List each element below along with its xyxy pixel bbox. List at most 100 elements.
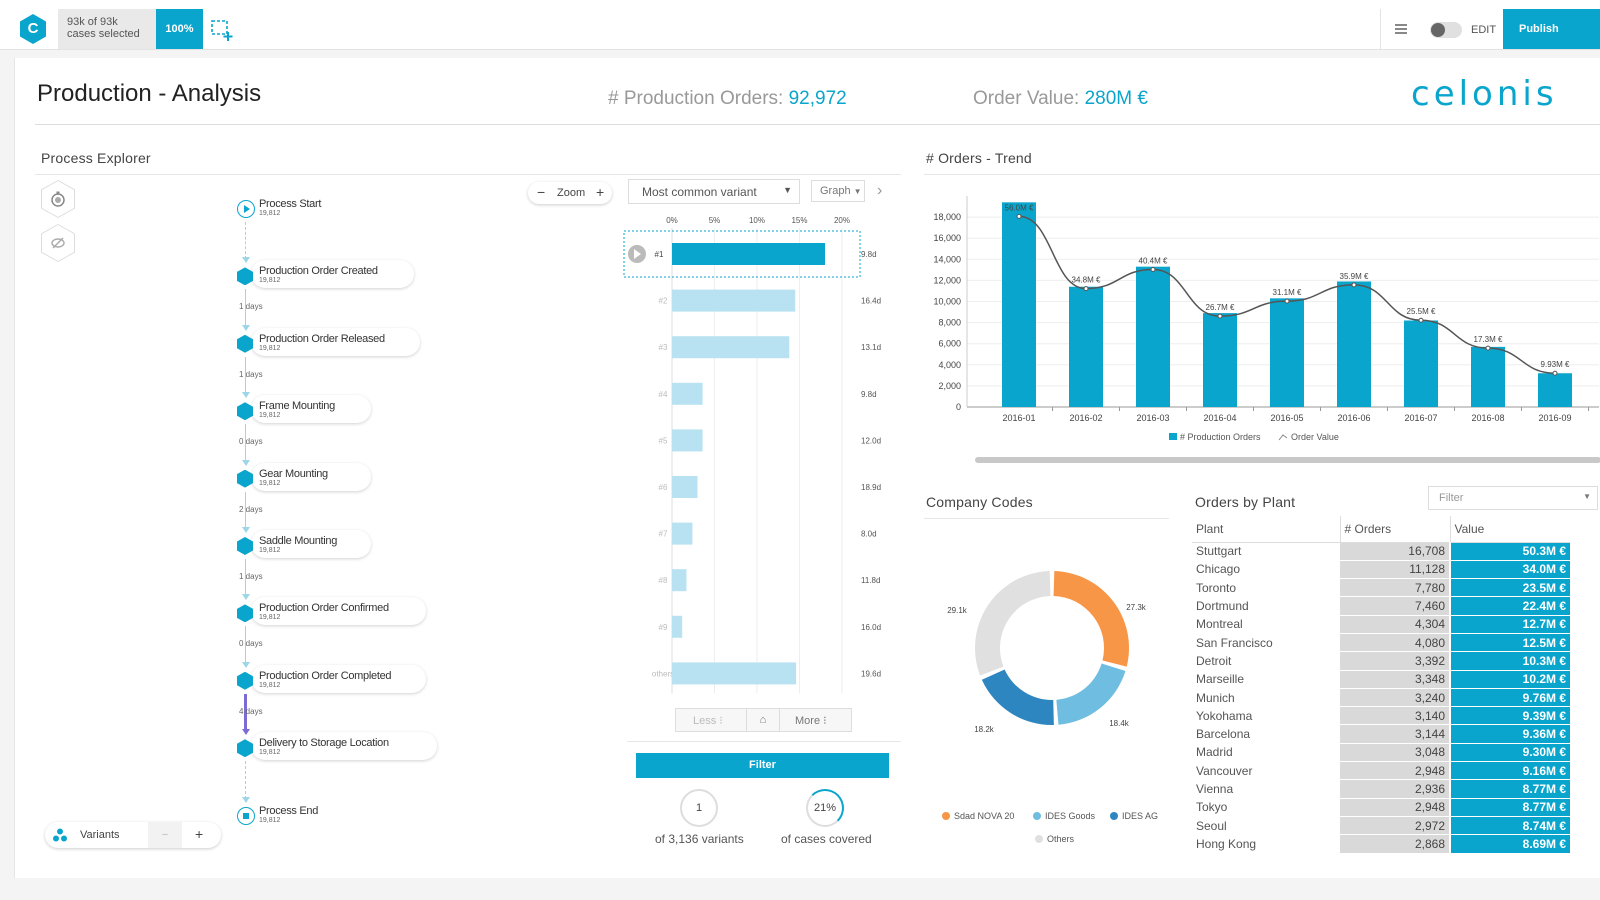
line-point[interactable] [1284,298,1290,304]
bar[interactable] [1136,266,1170,407]
legend-label[interactable]: Sdad NOVA 20 [954,811,1014,821]
duration-button[interactable] [41,180,75,218]
variant-bar[interactable] [672,615,683,638]
line-point[interactable] [1217,313,1223,319]
process-node[interactable]: Process Start 19,812 [237,198,412,230]
chevron-right-icon[interactable]: › [877,182,883,199]
variant-bar[interactable] [672,243,825,265]
variant-bar[interactable] [672,522,693,545]
variant-bar[interactable] [672,476,698,498]
home-icon[interactable]: ⌂ [746,709,780,731]
bar[interactable] [1471,346,1505,407]
table-row[interactable]: Barcelona 3,144 9.36M € [1192,724,1570,744]
table-row[interactable]: San Francisco 4,080 12.5M € [1192,633,1570,653]
process-edge[interactable] [245,424,246,462]
pie-slice[interactable] [981,669,1054,725]
process-node[interactable]: Production Order Completed 19,812 [237,664,426,702]
line-point[interactable] [1485,345,1491,351]
process-edge[interactable] [244,693,247,732]
edit-toggle[interactable] [1430,22,1462,38]
variant-bar[interactable] [672,382,703,405]
column-header-value[interactable]: Value [1450,516,1570,543]
table-row[interactable]: Seoul 2,972 8.74M € [1192,816,1570,836]
publish-button[interactable]: Publish [1503,9,1600,49]
legend-label[interactable]: Order Value [1291,432,1339,442]
legend-label[interactable]: IDES AG [1122,811,1158,821]
table-row[interactable]: Vienna 2,936 8.77M € [1192,779,1570,799]
add-selection-icon[interactable] [211,20,233,42]
process-edge[interactable] [245,222,246,260]
bar[interactable] [1404,320,1438,407]
process-edge[interactable] [245,289,246,327]
table-row[interactable]: Yokohama 3,140 9.39M € [1192,706,1570,726]
legend-label[interactable]: Others [1047,834,1075,844]
legend-label[interactable]: IDES Goods [1045,811,1096,821]
line-point[interactable] [1016,213,1022,219]
plant-filter-input[interactable]: Filter ▼ [1428,486,1598,510]
table-row[interactable]: Detroit 3,392 10.3M € [1192,651,1570,671]
table-row[interactable]: Stuttgart 16,708 50.3M € [1192,542,1570,561]
column-header-plant[interactable]: Plant [1192,516,1340,543]
table-row[interactable]: Montreal 4,304 12.7M € [1192,615,1570,634]
line-point[interactable] [1418,317,1424,323]
table-row[interactable]: Tokyo 2,948 8.77M € [1192,798,1570,817]
table-row[interactable]: Vancouver 2,948 9.16M € [1192,761,1570,781]
variants-decrease-button[interactable]: − [148,822,182,848]
line-point[interactable] [1351,282,1357,288]
filter-button[interactable]: Filter [636,753,889,778]
bar[interactable] [1069,286,1103,407]
process-node[interactable]: Delivery to Storage Location 19,812 [237,732,438,769]
process-node[interactable]: Production Order Confirmed 19,812 [237,597,426,634]
bar[interactable] [1270,298,1304,407]
legend-label[interactable]: # Production Orders [1180,432,1261,442]
process-node[interactable]: Frame Mounting 19,812 [237,395,412,432]
column-header-orders[interactable]: # Orders [1339,516,1451,543]
case-selection[interactable]: 93k of 93k cases selected [58,9,156,49]
process-edge[interactable] [245,626,246,664]
menu-icon[interactable] [1395,24,1407,34]
process-node[interactable]: Production Order Created 19,812 [237,260,415,297]
line-point[interactable] [1552,370,1558,376]
process-node[interactable]: Production Order Released 19,812 [237,327,420,365]
variant-sort-dropdown[interactable]: Most common variant ▼ [628,179,800,204]
app-logo-icon[interactable]: C [20,14,46,44]
table-row[interactable]: Chicago 11,128 34.0M € [1192,560,1570,580]
variant-bar[interactable] [672,336,790,359]
process-node[interactable]: Process End 19,812 [237,805,412,837]
variants-increase-button[interactable]: + [195,826,204,842]
pie-slice[interactable] [1053,571,1129,667]
more-button[interactable]: More ⁝ [795,715,827,727]
line-point[interactable] [1083,286,1089,292]
process-edge[interactable] [245,491,246,529]
bar[interactable] [1002,202,1036,407]
table-row[interactable]: Marseille 3,348 10.2M € [1192,670,1570,689]
table-row[interactable]: Hong Kong 2,868 8.69M € [1192,834,1570,854]
cell-value: 50.3M € [1450,542,1570,561]
table-row[interactable]: Madrid 3,048 9.30M € [1192,743,1570,763]
process-node[interactable]: Gear Mounting 19,812 [237,462,412,500]
table-row[interactable]: Toronto 7,780 23.5M € [1192,578,1570,598]
less-button[interactable]: Less ⁝ [693,715,723,727]
bar[interactable] [1337,281,1371,407]
table-row[interactable]: Munich 3,240 9.76M € [1192,688,1570,708]
variant-bar[interactable] [672,429,703,452]
variant-bar[interactable] [672,289,796,312]
variant-bar[interactable] [672,662,797,685]
variant-bar[interactable] [672,569,687,592]
zoom-out-button[interactable]: − [537,184,546,200]
bar[interactable] [1203,313,1237,407]
table-row[interactable]: Dortmund 7,460 22.4M € [1192,596,1570,616]
process-edge[interactable] [245,761,246,799]
pie-slice[interactable] [975,571,1051,676]
process-edge[interactable] [245,559,246,597]
pie-slice[interactable] [1056,663,1126,725]
process-edge[interactable] [245,356,246,395]
process-node[interactable]: Saddle Mounting 19,812 [237,530,412,567]
selection-percent[interactable]: 100% [156,9,203,49]
bar[interactable] [1538,373,1572,407]
hide-button[interactable] [41,224,75,262]
line-point[interactable] [1150,267,1156,273]
zoom-in-button[interactable]: + [596,184,605,200]
graph-dropdown[interactable]: Graph ▼ [811,180,865,202]
chart-scrollbar[interactable] [975,457,1600,463]
